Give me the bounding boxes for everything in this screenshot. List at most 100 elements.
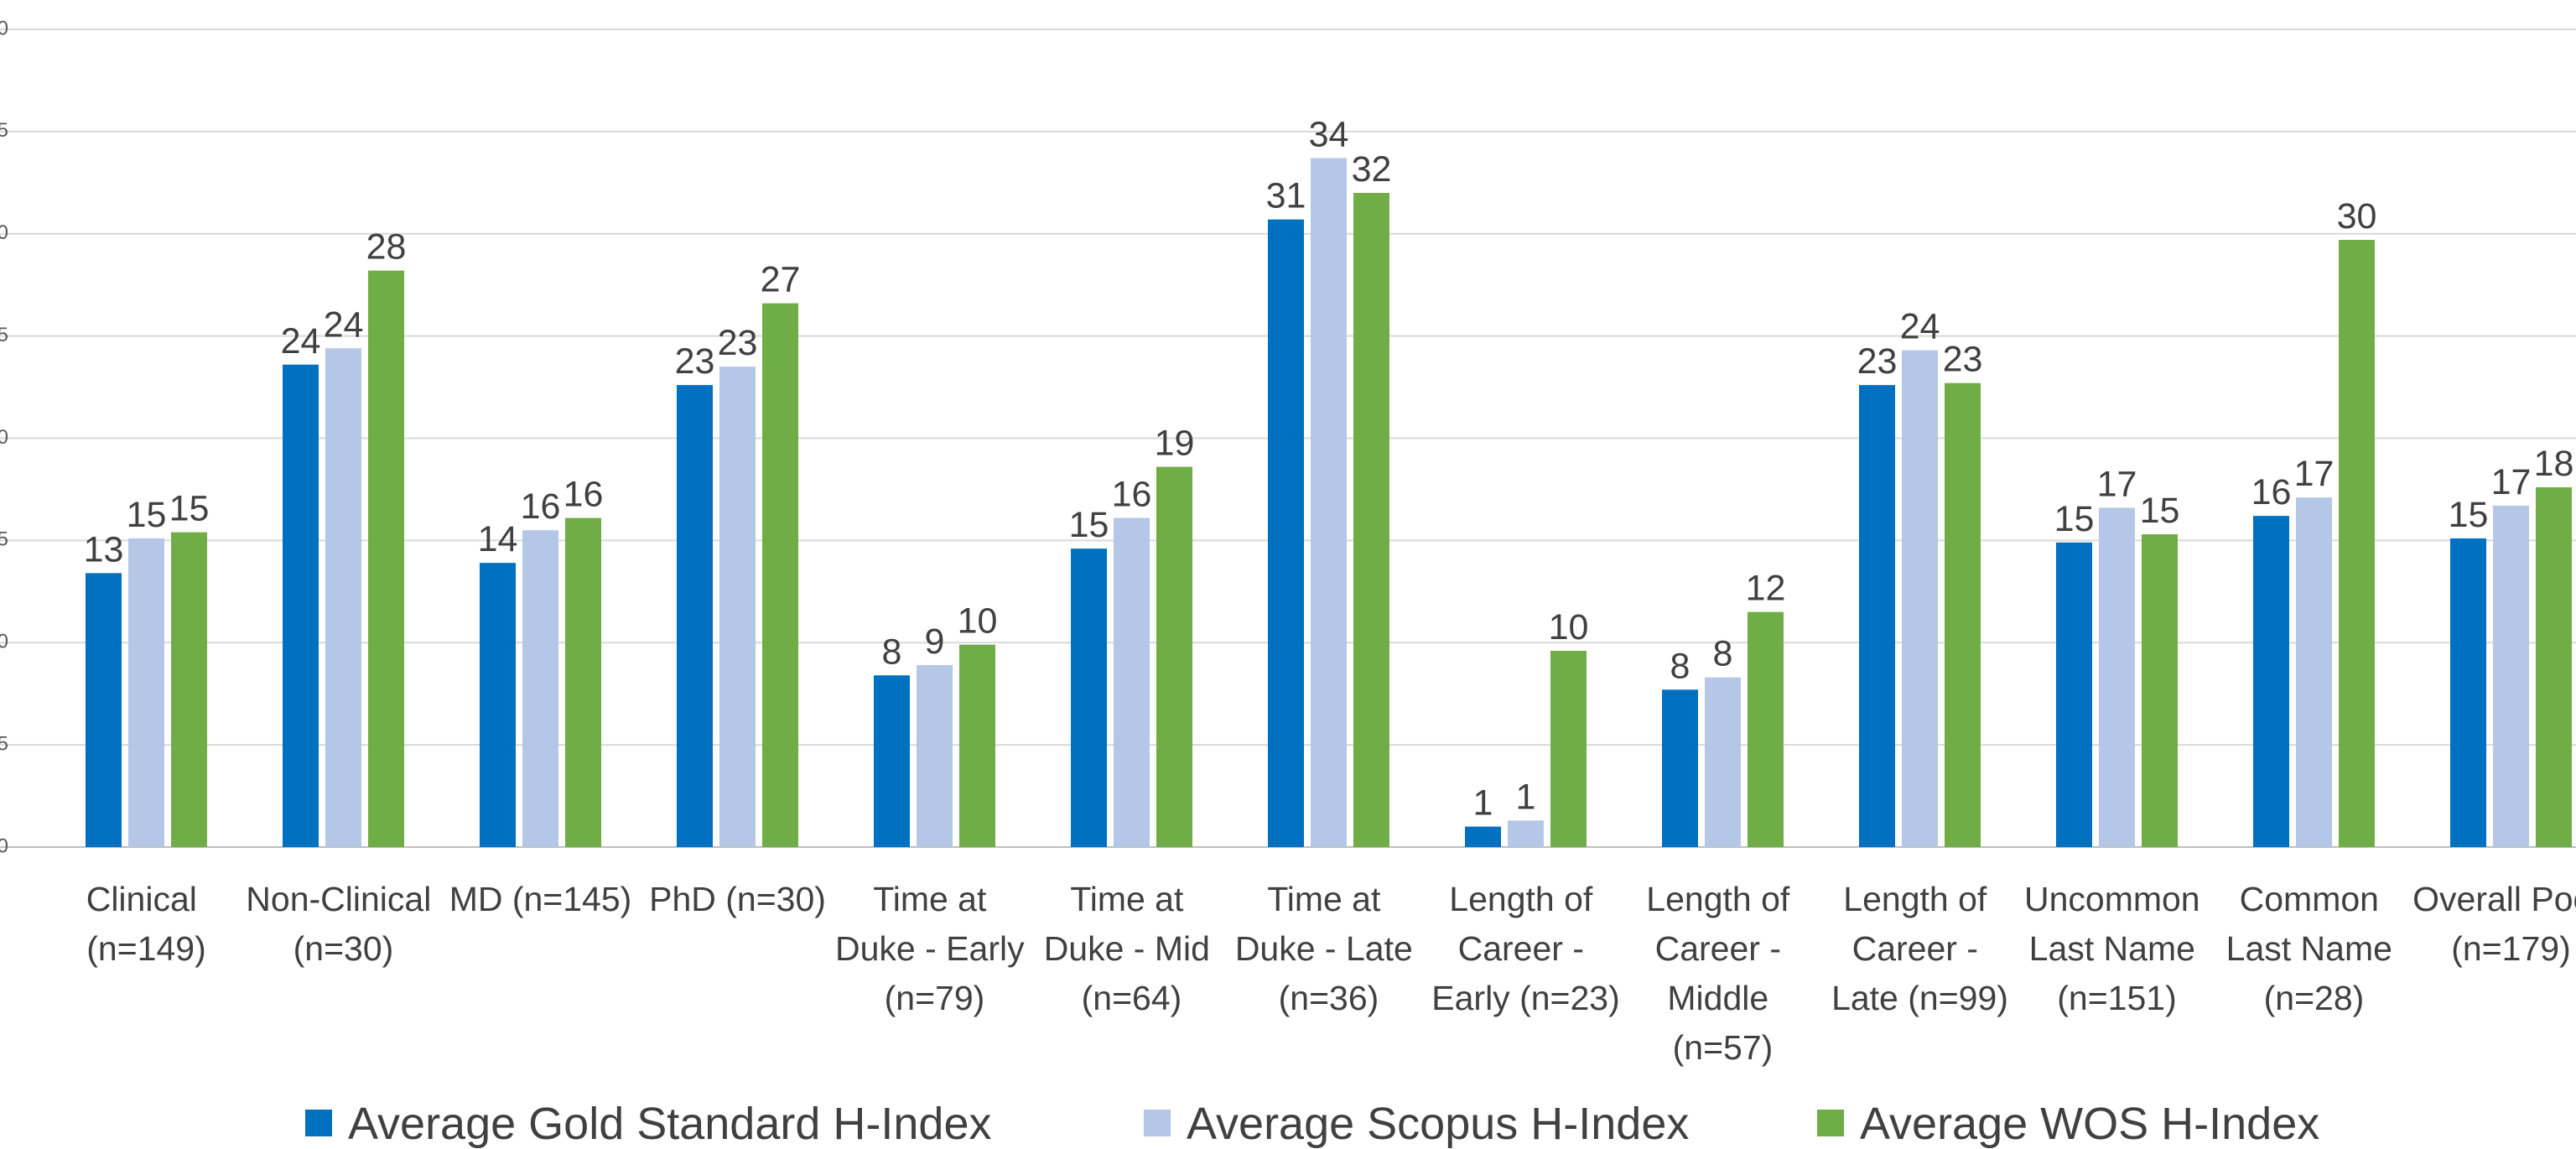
x-tick-label: Clinical (n=149) — [86, 880, 207, 968]
x-tick-label: Time at Duke - Late (n=36) — [1235, 880, 1422, 1017]
bar — [86, 573, 122, 847]
bar — [1705, 677, 1741, 847]
data-label: 15 — [169, 489, 210, 529]
data-label: 9 — [925, 621, 945, 662]
legend-swatch — [305, 1110, 332, 1136]
bar — [2253, 516, 2289, 847]
x-tick-label: Uncommon Last Name (n=151) — [2024, 880, 2210, 1017]
bar — [2142, 534, 2178, 847]
x-tick-label: Time at Duke - Mid (n=64) — [1044, 880, 1220, 1017]
bar — [1945, 382, 1981, 847]
bar — [959, 644, 995, 847]
data-label: 23 — [1857, 341, 1898, 382]
x-tick-label: PhD (n=30) — [649, 880, 826, 918]
data-label: 13 — [84, 529, 124, 569]
bar — [1902, 350, 1938, 847]
bar — [128, 538, 164, 847]
bar — [2536, 487, 2572, 847]
data-label: 15 — [1069, 505, 1109, 545]
y-tick-label: 0 — [0, 834, 8, 857]
legend-label: Average Gold Standard H-Index — [348, 1099, 991, 1149]
bar — [1662, 689, 1698, 847]
x-tick-label: Common Last Name (n=28) — [2226, 880, 2402, 1017]
bar — [1156, 466, 1192, 847]
bar — [917, 665, 953, 847]
bar — [1748, 611, 1784, 847]
data-label: 28 — [366, 227, 407, 268]
legend-label: Average Scopus H-Index — [1187, 1099, 1689, 1149]
data-label: 23 — [675, 341, 715, 382]
data-label: 15 — [2140, 491, 2180, 531]
bar — [1268, 219, 1304, 847]
bar — [1114, 517, 1150, 847]
bar — [522, 530, 558, 847]
data-label: 24 — [1900, 307, 1940, 347]
bar — [2339, 240, 2375, 847]
data-label: 15 — [2449, 495, 2489, 535]
data-label: 1 — [1473, 783, 1493, 824]
bar — [1353, 193, 1389, 847]
bar — [2493, 505, 2529, 847]
bar — [1859, 385, 1895, 847]
bar — [283, 364, 319, 847]
data-label: 18 — [2534, 444, 2574, 484]
bar — [171, 532, 207, 847]
data-label: 1 — [1516, 777, 1536, 817]
bar — [565, 517, 601, 847]
bar — [368, 270, 404, 847]
data-label: 17 — [2491, 462, 2532, 502]
bar — [1071, 549, 1107, 847]
y-tick-label: 10 — [0, 631, 8, 653]
data-label: 17 — [2097, 464, 2137, 504]
x-tick-label: MD (n=145) — [449, 880, 632, 918]
data-label: 17 — [2294, 454, 2334, 494]
data-label: 16 — [521, 486, 561, 527]
data-label: 8 — [1713, 634, 1733, 674]
x-tick-label: Length of Career - Early (n=23) — [1431, 880, 1619, 1017]
data-label: 15 — [2054, 499, 2095, 539]
data-label: 24 — [281, 321, 321, 361]
data-label: 16 — [2251, 472, 2292, 512]
x-tick-label: Length of Career - Late (n=99) — [1831, 880, 2008, 1017]
data-label: 14 — [478, 519, 518, 559]
data-label: 31 — [1266, 176, 1306, 216]
x-tick-label: Overall Pool (n=179) — [2412, 880, 2576, 968]
bar — [1550, 651, 1587, 847]
bar — [325, 348, 361, 847]
data-label: 27 — [761, 260, 801, 300]
bar — [762, 303, 798, 847]
bar — [2099, 507, 2135, 847]
data-label: 8 — [1670, 646, 1690, 686]
bar — [677, 385, 713, 847]
bar — [1465, 826, 1501, 847]
data-label: 32 — [1352, 149, 1392, 190]
data-label: 10 — [958, 601, 998, 642]
legend-swatch — [1817, 1110, 1844, 1136]
data-label: 15 — [127, 495, 167, 535]
legend-label: Average WOS H-Index — [1860, 1099, 2319, 1149]
data-label: 34 — [1309, 115, 1349, 155]
bar — [2296, 497, 2332, 847]
data-label: 23 — [1943, 340, 1983, 380]
data-label: 12 — [1746, 569, 1786, 609]
bar — [2056, 542, 2092, 847]
x-tick-label: Time at Duke - Early (n=79) — [835, 880, 1034, 1017]
bar — [2450, 538, 2486, 847]
data-label: 10 — [1549, 607, 1589, 647]
bar — [874, 675, 910, 847]
legend-swatch — [1144, 1110, 1171, 1136]
data-label: 8 — [882, 632, 902, 672]
y-tick-label: 20 — [0, 426, 8, 449]
bar — [1311, 158, 1347, 847]
bar — [1508, 820, 1544, 847]
y-tick-label: 15 — [0, 528, 8, 551]
data-label: 23 — [718, 323, 758, 363]
data-label: 30 — [2337, 196, 2377, 237]
bar — [719, 367, 756, 847]
bar — [480, 563, 516, 847]
y-tick-label: 25 — [0, 324, 8, 346]
data-label: 24 — [324, 304, 364, 345]
data-label: 16 — [564, 475, 604, 515]
x-tick-label: Length of Career - Middle (n=57) — [1646, 880, 1799, 1067]
